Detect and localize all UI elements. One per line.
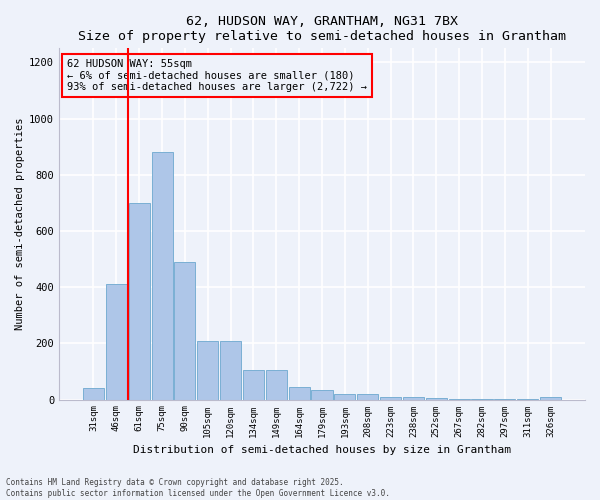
Bar — [289, 387, 310, 400]
Bar — [243, 370, 264, 400]
Bar — [380, 396, 401, 400]
Text: Contains HM Land Registry data © Crown copyright and database right 2025.
Contai: Contains HM Land Registry data © Crown c… — [6, 478, 390, 498]
X-axis label: Distribution of semi-detached houses by size in Grantham: Distribution of semi-detached houses by … — [133, 445, 511, 455]
Bar — [472, 399, 493, 400]
Bar — [220, 340, 241, 400]
Bar — [311, 390, 332, 400]
Y-axis label: Number of semi-detached properties: Number of semi-detached properties — [15, 118, 25, 330]
Bar — [403, 396, 424, 400]
Bar — [106, 284, 127, 400]
Bar — [334, 394, 355, 400]
Bar — [540, 398, 561, 400]
Bar — [175, 262, 196, 400]
Bar — [266, 370, 287, 400]
Bar — [152, 152, 173, 400]
Text: 62 HUDSON WAY: 55sqm
← 6% of semi-detached houses are smaller (180)
93% of semi-: 62 HUDSON WAY: 55sqm ← 6% of semi-detach… — [67, 59, 367, 92]
Title: 62, HUDSON WAY, GRANTHAM, NG31 7BX
Size of property relative to semi-detached ho: 62, HUDSON WAY, GRANTHAM, NG31 7BX Size … — [78, 15, 566, 43]
Bar — [449, 398, 470, 400]
Bar — [128, 203, 149, 400]
Bar — [197, 340, 218, 400]
Bar — [426, 398, 447, 400]
Bar — [357, 394, 378, 400]
Bar — [83, 388, 104, 400]
